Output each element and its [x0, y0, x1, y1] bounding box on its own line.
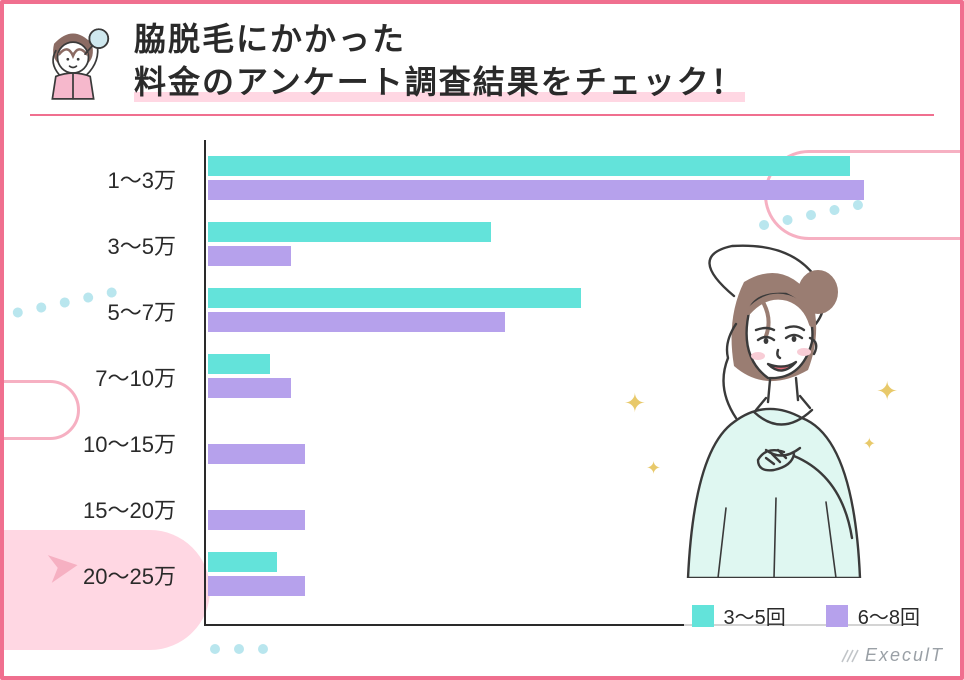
sparkle-icon: ✦ [646, 458, 661, 479]
category-label: 5〜7万 [52, 295, 192, 327]
legend-swatch [692, 605, 714, 627]
header: 脇脱毛にかかった 料金のアンケート調査結果をチェック！ [30, 18, 934, 116]
bar-series-b [208, 510, 305, 530]
watermark-text: ExeculT [865, 645, 944, 666]
bar-series-a [208, 354, 270, 374]
bar-series-b [208, 576, 305, 596]
category-label: 15〜20万 [52, 493, 192, 525]
title-line-2: 料金のアンケート調査結果をチェック！ [134, 64, 745, 100]
category-label: 20〜25万 [52, 559, 192, 591]
legend-label: 6〜8回 [858, 601, 920, 630]
watermark: ExeculT [839, 645, 944, 666]
legend-item: 3〜5回 [692, 601, 786, 630]
chart-row: 1〜3万 [52, 146, 922, 212]
bar-series-b [208, 246, 291, 266]
bar-series-a [208, 288, 581, 308]
legend-item: 6〜8回 [826, 601, 920, 630]
sparkle-icon: ✦ [863, 434, 876, 454]
bar-series-b [208, 444, 305, 464]
legend-label: 3〜5回 [724, 601, 786, 630]
sparkle-icon: ✦ [624, 388, 646, 419]
category-label: 1〜3万 [52, 163, 192, 195]
category-label: 3〜5万 [52, 229, 192, 261]
bar-series-a [208, 552, 277, 572]
woman-illustration: ✦ ✦ ✦ ✦ [616, 238, 916, 578]
header-divider [30, 114, 934, 116]
bar-series-b [208, 378, 291, 398]
category-label: 7〜10万 [52, 361, 192, 393]
bar-series-a [208, 222, 491, 242]
legend-swatch [826, 605, 848, 627]
legend: 3〜5回 6〜8回 [684, 597, 929, 634]
page-title: 脇脱毛にかかった 料金のアンケート調査結果をチェック！ [134, 18, 934, 104]
bar-series-b [208, 312, 505, 332]
bar-series-b [208, 180, 864, 200]
bar-series-a [208, 156, 850, 176]
mascot-icon [30, 18, 116, 104]
title-line-1: 脇脱毛にかかった [134, 21, 406, 57]
sparkle-icon: ✦ [876, 376, 898, 407]
category-label: 10〜15万 [52, 427, 192, 459]
bar-group [208, 146, 922, 212]
